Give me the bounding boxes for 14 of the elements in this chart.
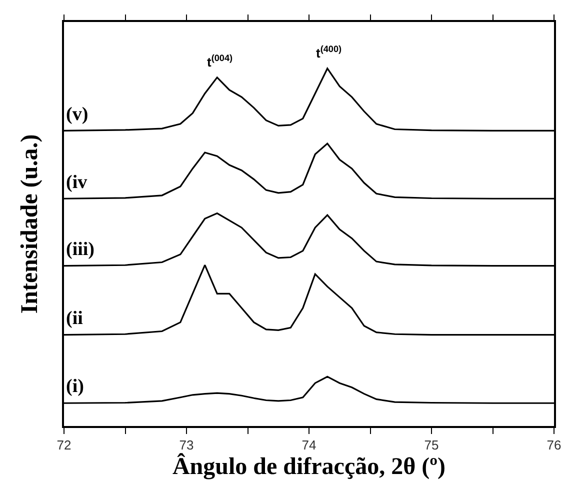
y-axis-title: Intensidade (u.a.) [16, 134, 43, 314]
annotation: t$^{(004)}$ [207, 53, 233, 70]
x-axis-title: Ângulo de difracção, 2θ (º) [172, 453, 446, 480]
series-label: (iv [66, 172, 88, 193]
series-label: (v) [66, 104, 88, 125]
x-tick-label: 72 [56, 437, 72, 452]
x-tick-label: 76 [546, 437, 562, 452]
annotation: t$^{(400)}$ [316, 44, 342, 60]
x-tick-label: 73 [179, 437, 194, 452]
series-label: (i) [66, 376, 84, 397]
x-tick-label: 74 [302, 437, 316, 452]
series-label: (iii) [66, 239, 94, 260]
x-tick-label: 75 [424, 437, 439, 452]
series-label: (ii [66, 308, 83, 329]
